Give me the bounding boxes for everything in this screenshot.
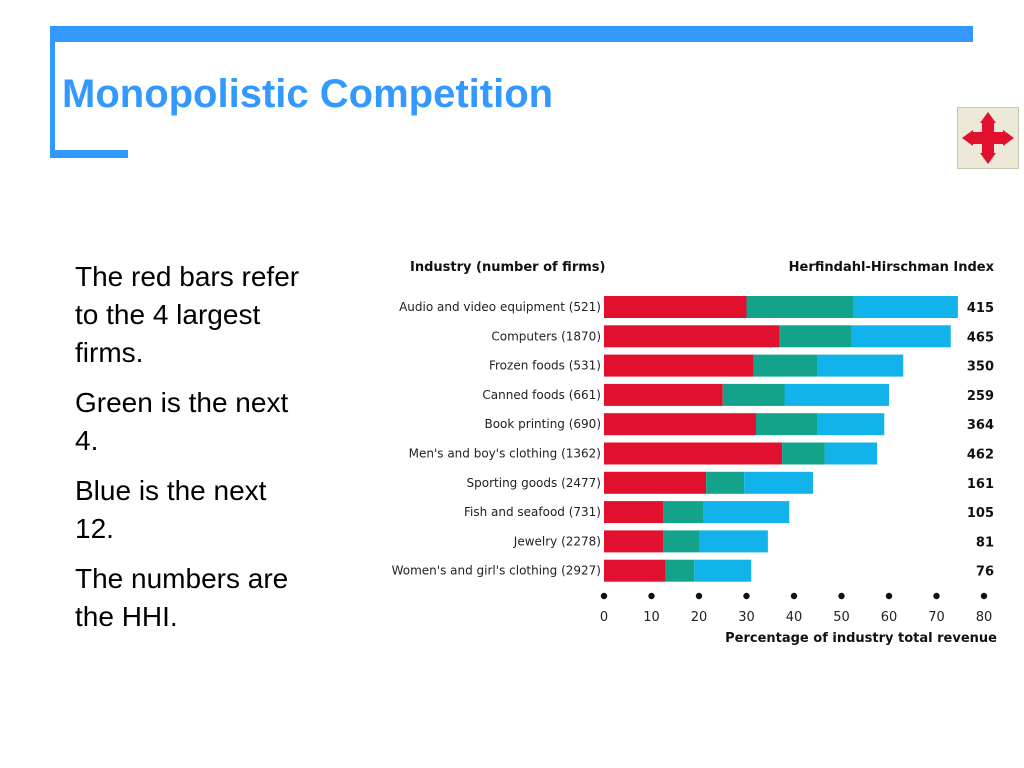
body-line: The numbers are the HHI. <box>75 563 289 632</box>
hhi-value: 364 <box>967 418 994 433</box>
bar-segment <box>699 530 768 553</box>
axis-tick-dot <box>695 592 703 600</box>
hhi-stacked-bar-chart: Industry (number of firms) Herfindahl-Hir… <box>392 260 998 646</box>
category-label: Audio and video equipment (521) <box>399 300 601 314</box>
axis-tick-dot <box>885 592 893 600</box>
right-header: Herfindahl-Hirschman Index <box>789 260 995 275</box>
hhi-value: 76 <box>976 565 994 580</box>
bar-segment <box>604 501 664 524</box>
axis-tick-dot <box>600 592 608 600</box>
title-accent-bar-top <box>50 26 973 42</box>
hhi-value: 462 <box>967 448 994 463</box>
bar-segment <box>604 442 783 465</box>
x-tick-label: 70 <box>928 610 945 625</box>
bar-segment <box>665 559 695 582</box>
category-label: Jewelry (2278) <box>513 534 601 548</box>
four-way-arrow-icon <box>962 112 1014 164</box>
hhi-value: 259 <box>967 389 994 404</box>
bar-segment <box>817 413 885 436</box>
x-tick-label: 60 <box>881 610 898 625</box>
body-line: Green is the next 4. <box>75 387 289 456</box>
bar-segment <box>604 559 666 582</box>
body-text: The red bars refer to the 4 largest firm… <box>75 258 305 648</box>
bar-segment <box>694 559 752 582</box>
bar-segment <box>663 501 704 524</box>
x-axis-label: Percentage of industry total revenue <box>725 631 997 646</box>
bar-segment <box>779 325 851 348</box>
bar-segment <box>744 471 813 494</box>
category-label: Sporting goods (2477) <box>467 476 601 490</box>
hhi-value: 415 <box>967 301 994 316</box>
bar-segment <box>817 354 904 377</box>
x-tick-label: 40 <box>786 610 803 625</box>
bar-segment <box>604 354 754 377</box>
bar-segment <box>604 383 723 406</box>
bar-segment <box>604 471 707 494</box>
hhi-value: 81 <box>976 535 994 550</box>
bar-segment <box>663 530 699 553</box>
axis-tick-dot <box>933 592 940 600</box>
left-header: Industry (number of firms) <box>410 260 605 275</box>
category-label: Men's and boy's clothing (1362) <box>409 447 601 461</box>
axis-tick-dot <box>743 592 750 600</box>
axis-tick-dot <box>790 592 798 600</box>
bar-segment <box>746 296 854 318</box>
body-line: Blue is the next 12. <box>75 475 267 544</box>
axis-tick-dot <box>838 592 845 600</box>
category-label: Canned foods (661) <box>482 388 601 402</box>
hhi-value: 465 <box>967 330 994 345</box>
navigation-button[interactable] <box>957 107 1019 169</box>
x-tick-label: 0 <box>600 610 608 625</box>
category-label: Fish and seafood (731) <box>464 505 601 519</box>
bar-segment <box>604 530 664 553</box>
hhi-value: 161 <box>967 477 994 492</box>
slide-title: Monopolistic Competition <box>62 72 554 116</box>
bar-segment <box>604 296 747 318</box>
bar-segment <box>703 501 790 524</box>
title-accent-bar-left <box>50 26 55 157</box>
bar-segment <box>824 442 878 465</box>
x-tick-label: 50 <box>833 610 850 625</box>
hhi-value: 105 <box>967 506 994 521</box>
bar-segment <box>604 413 756 436</box>
axis-tick-dot <box>980 592 988 600</box>
bar-segment <box>782 442 825 465</box>
x-tick-label: 30 <box>738 610 755 625</box>
bar-segment <box>722 383 785 406</box>
x-tick-label: 80 <box>976 610 993 625</box>
x-tick-label: 20 <box>691 610 708 625</box>
bar-segment <box>851 325 951 348</box>
hhi-value: 350 <box>967 360 994 375</box>
category-label: Computers (1870) <box>491 329 601 343</box>
category-label: Frozen foods (531) <box>489 359 601 373</box>
title-accent-bar-bottom <box>50 150 128 158</box>
category-label: Book printing (690) <box>484 417 601 431</box>
axis-tick-dot <box>648 592 655 600</box>
body-line: The red bars refer to the 4 largest firm… <box>75 261 300 368</box>
bar-segment <box>604 325 780 348</box>
bar-segment <box>753 354 818 377</box>
category-label: Women's and girl's clothing (2927) <box>392 564 601 578</box>
x-tick-label: 10 <box>643 610 660 625</box>
bar-segment <box>756 413 818 436</box>
bar-segment <box>784 383 889 406</box>
bar-segment <box>706 471 745 494</box>
bar-segment <box>853 296 958 318</box>
